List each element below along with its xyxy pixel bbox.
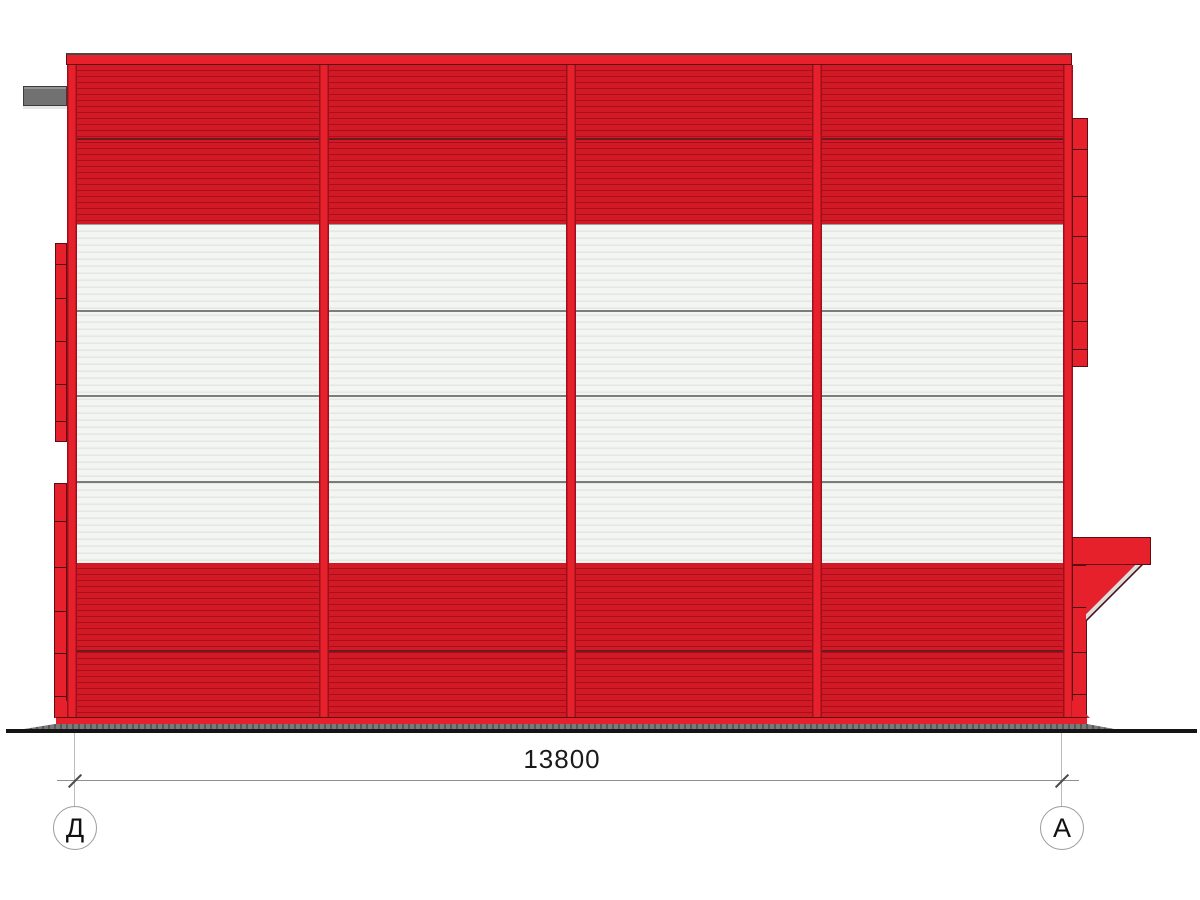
joint-line xyxy=(55,521,66,522)
facade-mullion-5 xyxy=(1063,65,1073,717)
joint-line xyxy=(55,567,66,568)
panel-joint-line xyxy=(76,395,319,397)
left-wall-return-lower xyxy=(54,483,67,718)
joint-line xyxy=(1073,149,1087,150)
panel-joint-line xyxy=(328,138,566,140)
facade-mullion-2 xyxy=(319,65,329,717)
left-wall-return-upper xyxy=(55,243,67,442)
joint-line xyxy=(1073,349,1087,350)
canopy-roof xyxy=(1072,537,1151,565)
facade-bay-4-lower-red-siding xyxy=(821,563,1063,717)
facade-bay-3-upper-red-siding xyxy=(575,65,812,224)
facade-bay-1-upper-red-siding xyxy=(76,65,319,224)
facade-mullion-3 xyxy=(566,65,576,717)
joint-line xyxy=(56,264,66,265)
axis-bubble-a: А xyxy=(1040,806,1084,850)
panel-joint-line xyxy=(76,481,319,483)
right-wall-return xyxy=(1072,118,1088,367)
panel-joint-line xyxy=(575,481,812,483)
facade-bay-4-upper-red-siding xyxy=(821,65,1063,224)
panel-joint-line xyxy=(821,138,1063,140)
joint-line xyxy=(56,421,66,422)
extension-line-right xyxy=(1061,733,1062,807)
drain-pipe xyxy=(23,86,67,106)
joint-line xyxy=(1073,283,1087,284)
joint-line xyxy=(55,696,66,697)
facade-bay-1-translucent-panel xyxy=(76,224,319,564)
corner-column xyxy=(1072,565,1087,720)
dimension-value: 13800 xyxy=(523,744,601,774)
panel-joint-line xyxy=(821,310,1063,312)
panel-joint-line xyxy=(328,395,566,397)
joint-line xyxy=(55,611,66,612)
axis-label-a: А xyxy=(1052,812,1071,843)
panel-joint-line xyxy=(328,650,566,652)
foundation-slab xyxy=(12,724,1125,731)
joint-line xyxy=(1073,607,1086,608)
axis-bubble-d: Д xyxy=(53,806,97,850)
facade-bay-1-lower-red-siding xyxy=(76,563,319,717)
joint-line xyxy=(1073,236,1087,237)
panel-joint-line xyxy=(575,650,812,652)
facade-bay-3-lower-red-siding xyxy=(575,563,812,717)
facade-bay-2-lower-red-siding xyxy=(328,563,566,717)
joint-line xyxy=(56,341,66,342)
dimension-tick-right xyxy=(1054,773,1070,789)
panel-joint-line xyxy=(575,138,812,140)
joint-line xyxy=(1073,694,1086,695)
dimension-tick-left xyxy=(67,773,83,789)
panel-joint-line xyxy=(821,650,1063,652)
panel-joint-line xyxy=(821,395,1063,397)
panel-joint-line xyxy=(76,310,319,312)
panel-joint-line xyxy=(575,310,812,312)
panel-joint-line xyxy=(76,650,319,652)
facade-mullion-4 xyxy=(812,65,822,717)
panel-joint-line xyxy=(821,481,1063,483)
facade-bay-3-translucent-panel xyxy=(575,224,812,564)
panel-joint-line xyxy=(76,138,319,140)
joint-line xyxy=(56,384,66,385)
joint-line xyxy=(1073,652,1086,653)
facade-bay-2-translucent-panel xyxy=(328,224,566,564)
joint-line xyxy=(1073,196,1087,197)
base-trim xyxy=(56,717,1087,725)
ground-line xyxy=(6,729,1197,733)
joint-line xyxy=(55,653,66,654)
parapet-cap xyxy=(66,53,1072,65)
facade-bay-2-upper-red-siding xyxy=(328,65,566,224)
facade-bay-4-translucent-panel xyxy=(821,224,1063,564)
facade-mullion-1 xyxy=(67,65,77,717)
joint-line xyxy=(1073,321,1087,322)
dimension-line xyxy=(57,780,1079,781)
canopy-brace xyxy=(1086,565,1143,622)
extension-line-left xyxy=(74,733,75,807)
joint-line xyxy=(56,298,66,299)
panel-joint-line xyxy=(328,481,566,483)
axis-label-d: Д xyxy=(65,812,85,843)
panel-joint-line xyxy=(575,395,812,397)
panel-joint-line xyxy=(328,310,566,312)
